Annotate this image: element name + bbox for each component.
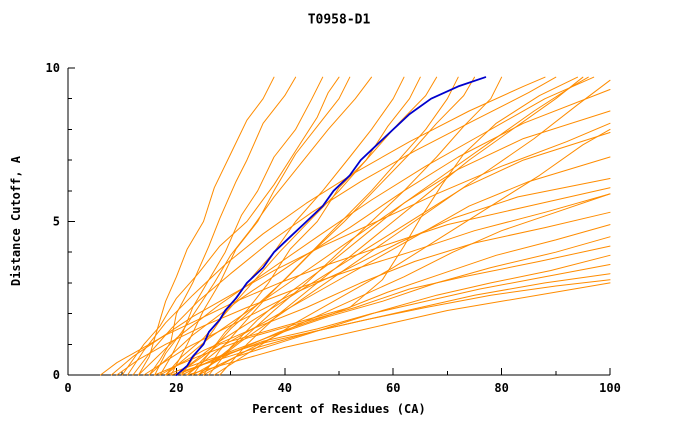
x-tick-label: 60 [386,381,400,395]
series-group [100,76,611,376]
model-curve [165,110,611,376]
model-curve [208,76,589,376]
highlighted-model-curve [175,76,487,376]
model-curve [138,76,595,376]
model-curve [192,76,421,376]
x-axis-label: Percent of Residues (CA) [252,402,426,416]
x-tick-label: 20 [169,381,183,395]
model-curve [175,76,578,376]
model-curve [186,156,611,376]
model-curve [127,76,546,376]
model-curve [148,76,297,376]
y-tick-label: 10 [46,61,60,75]
model-curve [219,76,584,376]
model-curve [197,79,611,376]
model-curve [203,193,611,376]
x-tick-label: 40 [278,381,292,395]
model-curve [197,254,611,376]
x-tick-label: 0 [64,381,71,395]
x-tick-label: 80 [494,381,508,395]
x-tick-label: 100 [599,381,621,395]
model-curve [100,187,611,376]
model-curve [138,76,275,376]
model-curve [170,76,351,376]
model-curve [159,211,611,376]
y-tick-label: 5 [53,215,60,229]
model-curve [116,193,611,376]
model-curve [154,245,611,376]
axes-group: 0 20 40 60 80 100 0 5 10 [46,61,621,395]
model-curve [181,236,611,376]
model-curve [132,76,557,376]
model-curve [110,122,611,376]
model-curve [186,76,475,376]
model-curve [143,178,611,376]
model-curve [213,128,611,376]
model-curve [175,132,611,376]
model-curve [170,279,611,376]
model-curve [181,76,405,376]
model-curve [192,224,611,376]
y-tick-label: 0 [53,368,60,382]
plot-title: T0958-D1 [307,12,371,28]
model-curve [197,76,503,376]
model-curve [121,76,340,376]
model-curve [186,282,611,376]
